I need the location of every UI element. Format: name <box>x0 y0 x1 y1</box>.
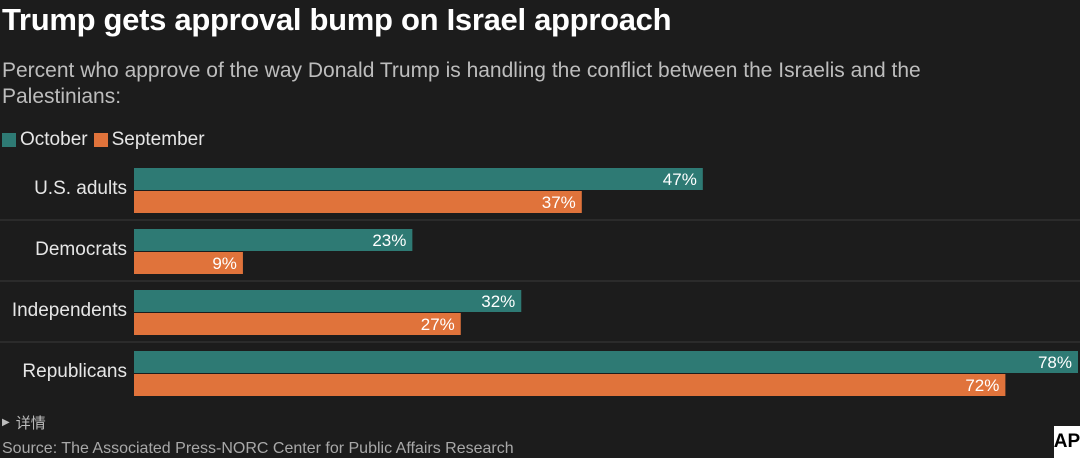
legend: October September <box>2 129 211 151</box>
bar-september-democrats <box>134 252 243 274</box>
data-label-september-republicans: 72% <box>965 376 999 395</box>
legend-swatch-october <box>2 133 16 147</box>
bar-october-u-s-adults <box>134 168 703 190</box>
data-label-october-independents: 32% <box>481 292 515 311</box>
bar-september-independents <box>134 313 461 335</box>
data-label-september-u-s-adults: 37% <box>542 193 576 212</box>
chart-subtitle: Percent who approve of the way Donald Tr… <box>2 59 921 108</box>
category-label-u-s-adults: U.S. adults <box>34 178 127 199</box>
data-label-october-u-s-adults: 47% <box>663 170 697 189</box>
bar-october-republicans <box>134 351 1078 373</box>
category-label-democrats: Democrats <box>35 239 127 260</box>
legend-label-october: October <box>20 129 88 150</box>
bar-october-democrats <box>134 229 413 251</box>
legend-item-september: September <box>93 129 205 151</box>
triangle-right-icon: ▶ <box>2 417 10 428</box>
legend-swatch-september <box>93 133 108 147</box>
legend-label-september: September <box>111 129 205 150</box>
legend-item-october: October <box>2 129 88 151</box>
data-label-october-republicans: 78% <box>1038 353 1072 372</box>
ap-logo: AP <box>1054 426 1080 458</box>
data-label-september-democrats: 9% <box>212 254 237 273</box>
details-label: 详情 <box>15 415 46 432</box>
data-label-september-independents: 27% <box>421 315 455 334</box>
bar-october-independents <box>134 290 522 312</box>
bar-chart: U.S. adults 47% 37% Democrats 23% 9% Independe… <box>0 168 1080 396</box>
category-label-independents: Independents <box>12 300 127 321</box>
bar-september-republicans <box>134 374 1006 396</box>
data-label-october-democrats: 23% <box>372 231 406 250</box>
chart-title: Trump gets approval bump on Israel appro… <box>2 2 672 37</box>
category-label-republicans: Republicans <box>22 361 127 382</box>
details-toggle[interactable]: ▶ 详情 <box>2 412 46 433</box>
bar-september-u-s-adults <box>134 191 582 213</box>
source-note: Source: The Associated Press-NORC Center… <box>2 440 514 457</box>
